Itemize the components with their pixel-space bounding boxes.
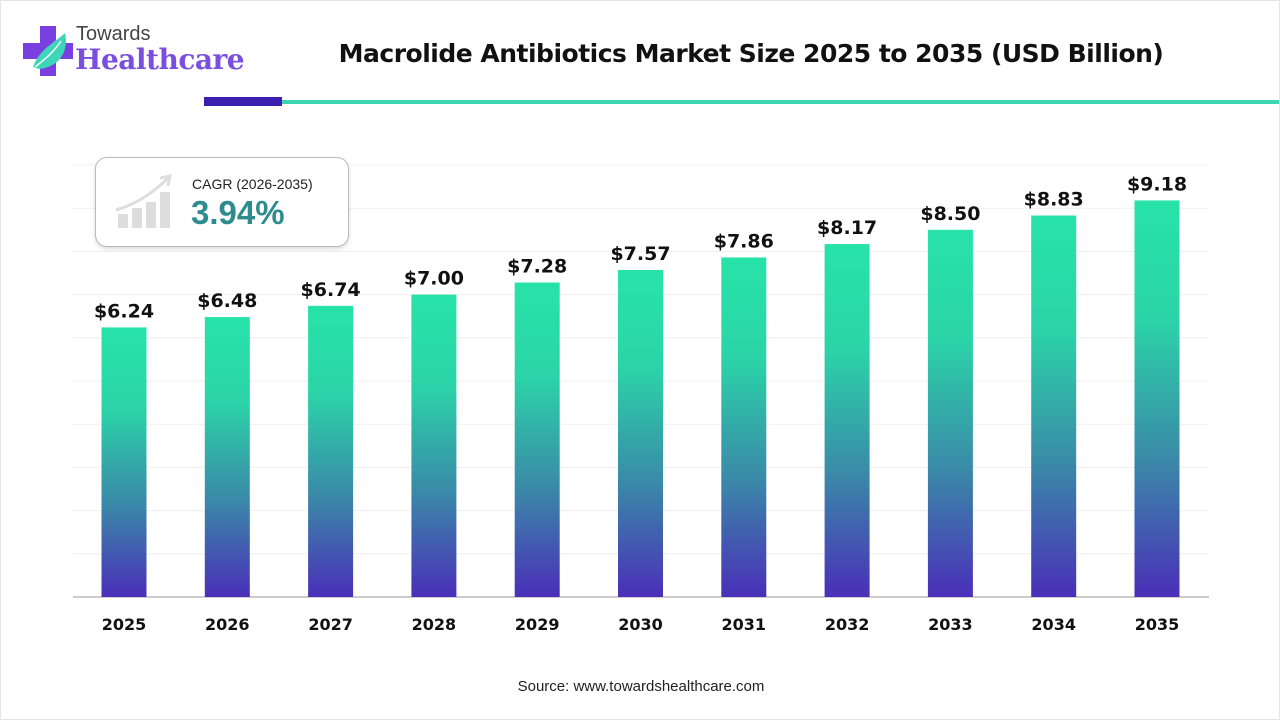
bar-2025 bbox=[101, 327, 147, 597]
bar-2033 bbox=[927, 229, 973, 598]
source-text: Source: www.towardshealthcare.com bbox=[517, 678, 765, 695]
x-tick-label: 2033 bbox=[928, 615, 973, 634]
x-tick-label: 2034 bbox=[1031, 615, 1076, 634]
medical-cross-leaf-icon bbox=[23, 26, 73, 76]
data-label: $8.17 bbox=[817, 217, 877, 239]
cagr-label: CAGR (2026-2035) bbox=[192, 176, 313, 192]
title-underline-light bbox=[282, 100, 1279, 104]
data-label: $7.28 bbox=[507, 256, 567, 278]
x-tick-label: 2032 bbox=[825, 615, 870, 634]
bar-2028 bbox=[411, 294, 457, 597]
data-label: $7.86 bbox=[714, 230, 774, 252]
title-underline-dark bbox=[204, 97, 282, 106]
data-label: $8.50 bbox=[920, 203, 980, 225]
towards-healthcare-logo: Towards Healthcare bbox=[21, 23, 245, 83]
x-tick-label: 2028 bbox=[412, 615, 457, 634]
cagr-value: 3.94% bbox=[191, 194, 285, 231]
data-label: $6.48 bbox=[197, 290, 257, 312]
data-label: $8.83 bbox=[1024, 189, 1084, 211]
logo-text-healthcare: Healthcare bbox=[75, 43, 245, 76]
chart-title: Macrolide Antibiotics Market Size 2025 t… bbox=[338, 39, 1164, 68]
bar-2027 bbox=[308, 305, 354, 597]
bar-2035 bbox=[1134, 200, 1180, 597]
bar-2026 bbox=[204, 317, 250, 597]
x-tick-label: 2031 bbox=[722, 615, 767, 634]
data-label: $6.24 bbox=[94, 300, 154, 322]
growth-chart-icon bbox=[115, 174, 172, 228]
bar-2031 bbox=[721, 257, 767, 597]
data-label: $7.57 bbox=[610, 243, 670, 265]
x-tick-label: 2029 bbox=[515, 615, 560, 634]
cagr-card: CAGR (2026-2035) 3.94% bbox=[95, 157, 349, 247]
bar-2034 bbox=[1031, 215, 1077, 597]
bar-2030 bbox=[618, 269, 663, 597]
bar-2029 bbox=[514, 282, 560, 597]
data-label: $7.00 bbox=[404, 268, 464, 290]
x-tick-label: 2025 bbox=[102, 615, 147, 634]
x-tick-label: 2030 bbox=[618, 615, 663, 634]
data-label: $9.18 bbox=[1127, 173, 1187, 195]
x-tick-label: 2026 bbox=[205, 615, 250, 634]
data-label: $6.74 bbox=[301, 279, 361, 301]
logo-text-towards: Towards bbox=[76, 23, 151, 45]
bar-2032 bbox=[824, 244, 870, 597]
x-tick-label: 2035 bbox=[1135, 615, 1180, 634]
x-tick-label: 2027 bbox=[308, 615, 353, 634]
